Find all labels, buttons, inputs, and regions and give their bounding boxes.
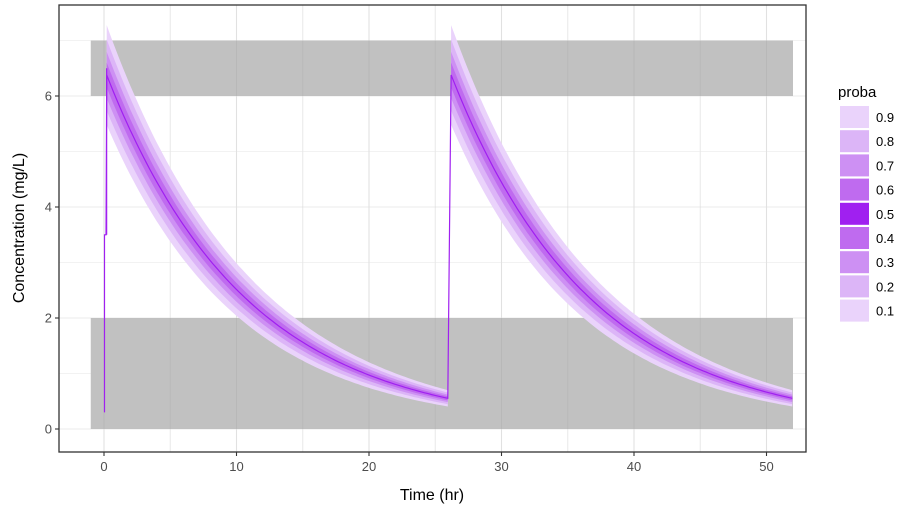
toxic-upper-band [90,40,793,96]
y-axis-title: Concentration (mg/L) [11,153,28,303]
legend-swatch [840,251,869,274]
legend-swatch [840,202,869,225]
x-tick-label: 30 [494,459,508,474]
x-tick-label: 50 [759,459,773,474]
legend-swatch [840,299,869,322]
legend-label: 0.9 [876,110,894,125]
probability-bands [103,25,793,413]
legend-swatch [840,275,869,298]
x-tick-label: 40 [627,459,641,474]
legend-item: 0.1 [840,299,894,322]
legend-label: 0.5 [876,207,894,222]
y-tick-label: 2 [45,311,52,326]
legend-item: 0.8 [840,130,894,153]
y-axis: 0 2 4 6 [45,89,59,437]
legend-label: 0.1 [876,304,894,319]
x-tick-label: 0 [100,459,107,474]
proba-band [106,51,448,403]
legend-label: 0.6 [876,183,894,198]
legend-item: 0.7 [840,154,894,177]
y-tick-label: 0 [45,422,52,437]
legend-item: 0.2 [840,275,894,298]
x-axis: 0 10 20 30 40 50 [100,452,774,474]
x-axis-title: Time (hr) [400,487,464,504]
gridlines-overlay [103,5,767,452]
legend-item: 0.6 [840,178,894,201]
legend-item: 0.9 [840,106,894,128]
y-tick-label: 4 [45,200,52,215]
legend: proba 0.9 0.8 0.7 0.6 0.5 0.4 0.3 0.2 0.1 [838,84,894,322]
legend-swatch [840,130,869,153]
legend-label: 0.3 [876,255,894,270]
legend-item: 0.5 [840,202,894,225]
legend-label: 0.7 [876,158,894,173]
legend-label: 0.2 [876,279,894,294]
y-tick-label: 6 [45,89,52,104]
x-tick-label: 10 [229,459,243,474]
proba-band [451,51,793,403]
x-tick-label: 20 [362,459,376,474]
legend-title: proba [838,84,877,101]
legend-swatch [840,227,869,249]
legend-swatch [840,106,869,128]
legend-swatch [840,154,869,177]
legend-item: 0.4 [840,227,894,249]
legend-swatch [840,178,869,201]
panel-border [58,4,807,453]
legend-item: 0.3 [840,251,894,274]
legend-label: 0.8 [876,134,894,149]
median-line [103,74,793,413]
legend-label: 0.4 [876,231,894,246]
plot-panel [58,4,807,453]
